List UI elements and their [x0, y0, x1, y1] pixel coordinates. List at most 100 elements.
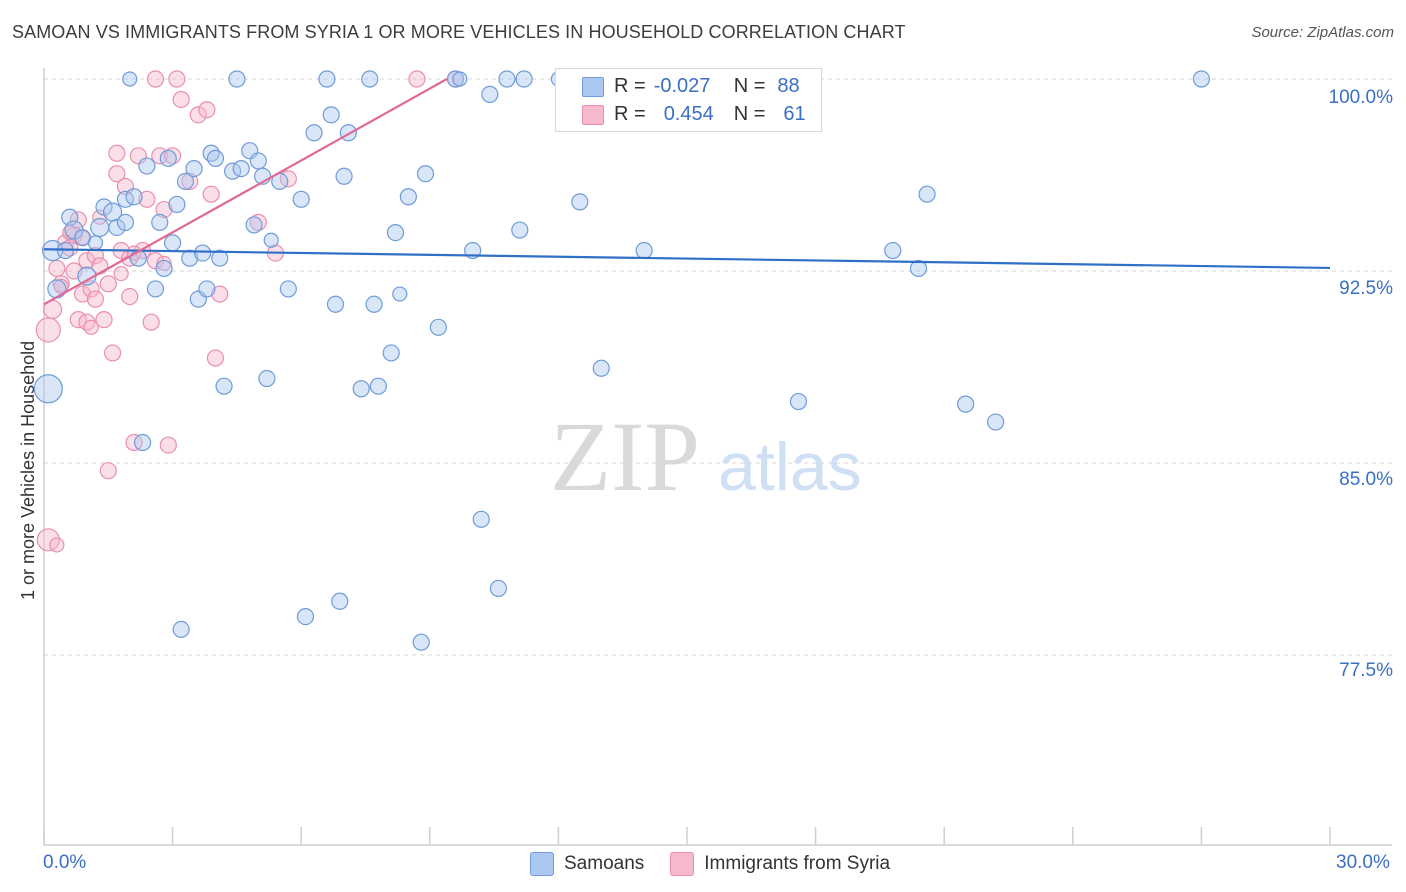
samoan-point	[198, 280, 216, 298]
syria-point	[48, 259, 66, 278]
syria-point	[172, 90, 190, 109]
samoan-point	[498, 70, 516, 88]
samoan-point	[571, 193, 589, 211]
samoans-swatch	[582, 77, 604, 97]
samoan-point	[90, 217, 110, 238]
samoan-point	[335, 167, 353, 185]
y-tick-label: 92.5%	[1339, 278, 1393, 299]
syria-legend-label: Immigrants from Syria	[704, 853, 891, 874]
samoan-point	[987, 413, 1005, 431]
samoan-point	[322, 106, 340, 124]
samoan-point	[87, 235, 104, 251]
samoan-point	[211, 249, 229, 267]
grid-lines	[44, 78, 1392, 656]
samoan-point	[481, 85, 499, 103]
syria-point	[53, 278, 69, 294]
y-tick-label: 85.0%	[1339, 469, 1393, 490]
syria-swatch	[582, 105, 604, 125]
legend-samoans-r: -0.027	[653, 74, 711, 97]
legend-n-label: N =	[733, 74, 766, 97]
samoan-point	[361, 70, 379, 88]
samoan-point	[365, 295, 383, 313]
syria-point	[121, 288, 139, 306]
syria-point	[156, 255, 172, 271]
syria-point	[113, 265, 129, 282]
samoans-legend-swatch	[530, 852, 554, 876]
samoan-point	[172, 620, 190, 639]
samoan-point	[232, 160, 250, 178]
legend-syria-n: 61	[783, 102, 806, 125]
samoan-point	[592, 359, 610, 377]
samoan-point	[138, 157, 156, 175]
samoan-point	[168, 195, 186, 214]
syria-point	[73, 285, 92, 303]
syria-trend-line	[43, 78, 448, 306]
syria-point	[86, 247, 105, 265]
legend-n-label: N =	[733, 102, 766, 125]
samoan-point	[279, 280, 297, 298]
y-tick-label: 100.0%	[1328, 87, 1393, 108]
syria-point	[95, 311, 113, 329]
samoan-point	[429, 318, 447, 336]
samoan-point	[194, 244, 212, 262]
syria-point	[83, 319, 99, 335]
samoan-point	[352, 380, 370, 398]
syria-point	[138, 190, 156, 208]
watermark-zip: ZIP	[550, 401, 700, 512]
samoan-point	[305, 124, 323, 142]
syria-point	[198, 101, 216, 119]
samoan-point	[369, 377, 387, 395]
axes	[43, 68, 1392, 846]
samoan-point	[326, 295, 345, 313]
samoan-point	[108, 218, 126, 237]
source-label: Source: ZipAtlas.com	[1251, 24, 1394, 41]
samoan-point	[33, 374, 63, 404]
samoans-trend-line	[43, 248, 1331, 270]
y-axis-title: 1 or more Vehicles in Household	[18, 340, 38, 600]
samoan-point	[472, 510, 490, 528]
syria-point	[181, 172, 199, 190]
samoan-point	[185, 160, 203, 178]
samoan-point	[382, 344, 400, 362]
samoan-point	[635, 241, 653, 260]
syria-point	[408, 70, 426, 88]
samoan-point	[245, 216, 263, 234]
samoan-point	[263, 232, 279, 248]
x-tick-label-max: 30.0%	[1336, 852, 1390, 873]
samoan-point	[116, 213, 135, 231]
samoan-point	[122, 71, 138, 87]
legend-syria-r: 0.454	[663, 102, 714, 125]
syria-point	[108, 144, 126, 162]
samoan-point	[489, 579, 507, 598]
samoan-point	[181, 249, 199, 267]
samoan-point	[146, 280, 165, 298]
samoan-point	[392, 286, 408, 302]
samoan-point	[47, 279, 67, 299]
samoan-point	[206, 149, 225, 167]
syria-point	[146, 70, 165, 88]
samoan-point	[416, 165, 435, 183]
legend-row-samoans: R = -0.027 N = 88	[582, 73, 800, 99]
syria-point	[155, 200, 173, 219]
trend-lines	[43, 78, 1331, 306]
syria-point	[86, 290, 105, 308]
y-tick-label: 77.5%	[1339, 660, 1393, 681]
x-tick-label-min: 0.0%	[43, 852, 87, 873]
syria-point	[49, 537, 65, 553]
correlation-legend: R = -0.027 N = 88 R = 0.454 N = 61	[555, 68, 822, 132]
samoan-point	[215, 377, 233, 395]
samoan-point	[452, 71, 468, 87]
syria-point	[35, 317, 61, 343]
syria-point	[99, 462, 117, 480]
samoan-point	[164, 234, 182, 252]
samoan-point	[1192, 70, 1211, 88]
samoan-point	[258, 369, 276, 388]
samoan-point	[318, 70, 336, 88]
samoan-point	[884, 241, 902, 260]
syria-point	[159, 436, 177, 454]
samoan-point	[957, 395, 975, 413]
samoan-point	[331, 592, 349, 610]
watermark: ZIP atlas	[550, 401, 862, 512]
samoan-point	[151, 213, 169, 231]
